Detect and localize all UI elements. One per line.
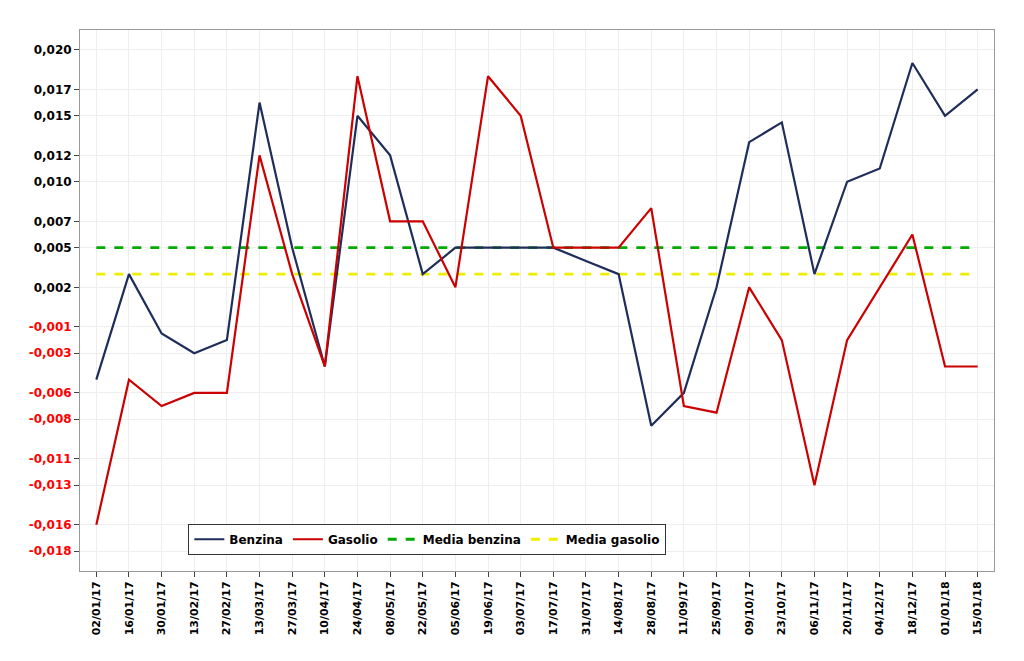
svg-text:04/12/17: 04/12/17 — [873, 581, 886, 635]
svg-text:22/05/17: 22/05/17 — [416, 581, 429, 635]
svg-text:06/11/17: 06/11/17 — [808, 581, 821, 635]
svg-text:Media gasolio: Media gasolio — [566, 533, 660, 547]
svg-text:16/01/17: 16/01/17 — [123, 581, 136, 635]
svg-text:Benzina: Benzina — [229, 533, 283, 547]
svg-text:03/07/17: 03/07/17 — [514, 581, 527, 635]
svg-text:10/04/17: 10/04/17 — [318, 581, 331, 635]
svg-text:0,007: 0,007 — [34, 215, 72, 229]
svg-text:31/07/17: 31/07/17 — [580, 581, 593, 635]
svg-text:25/09/17: 25/09/17 — [710, 581, 723, 635]
svg-text:23/10/17: 23/10/17 — [775, 581, 788, 635]
svg-text:Media benzina: Media benzina — [423, 533, 521, 547]
svg-text:08/05/17: 08/05/17 — [384, 581, 397, 635]
svg-text:0,005: 0,005 — [34, 241, 72, 255]
svg-text:27/02/17: 27/02/17 — [220, 581, 233, 635]
svg-text:09/10/17: 09/10/17 — [743, 581, 756, 635]
svg-text:15/01/18: 15/01/18 — [971, 581, 984, 635]
svg-text:-0,018: -0,018 — [29, 544, 72, 558]
svg-text:-0,016: -0,016 — [29, 518, 72, 532]
svg-text:28/08/17: 28/08/17 — [645, 581, 658, 635]
svg-text:Gasolio: Gasolio — [328, 533, 378, 547]
svg-text:02/01/17: 02/01/17 — [90, 581, 103, 635]
svg-text:-0,001: -0,001 — [29, 320, 72, 334]
svg-text:0,002: 0,002 — [34, 281, 72, 295]
svg-text:-0,008: -0,008 — [29, 412, 72, 426]
svg-text:-0,006: -0,006 — [29, 386, 72, 400]
svg-text:17/07/17: 17/07/17 — [547, 581, 560, 635]
svg-text:0,020: 0,020 — [34, 43, 72, 57]
svg-text:0,015: 0,015 — [34, 109, 72, 123]
svg-text:05/06/17: 05/06/17 — [449, 581, 462, 635]
svg-text:18/12/17: 18/12/17 — [906, 581, 919, 635]
svg-text:-0,003: -0,003 — [29, 346, 72, 360]
svg-text:30/01/17: 30/01/17 — [155, 581, 168, 635]
svg-text:0,012: 0,012 — [34, 149, 72, 163]
svg-text:-0,011: -0,011 — [29, 452, 72, 466]
svg-text:13/02/17: 13/02/17 — [188, 581, 201, 635]
svg-text:01/01/18: 01/01/18 — [939, 581, 952, 635]
svg-text:19/06/17: 19/06/17 — [482, 581, 495, 635]
svg-text:14/08/17: 14/08/17 — [612, 581, 625, 635]
svg-text:13/03/17: 13/03/17 — [253, 581, 266, 635]
svg-text:-0,013: -0,013 — [29, 478, 72, 492]
svg-text:0,010: 0,010 — [34, 175, 72, 189]
svg-text:11/09/17: 11/09/17 — [677, 581, 690, 635]
svg-text:27/03/17: 27/03/17 — [286, 581, 299, 635]
svg-text:20/11/17: 20/11/17 — [841, 581, 854, 635]
svg-text:24/04/17: 24/04/17 — [351, 581, 364, 635]
svg-text:0,017: 0,017 — [34, 83, 72, 97]
